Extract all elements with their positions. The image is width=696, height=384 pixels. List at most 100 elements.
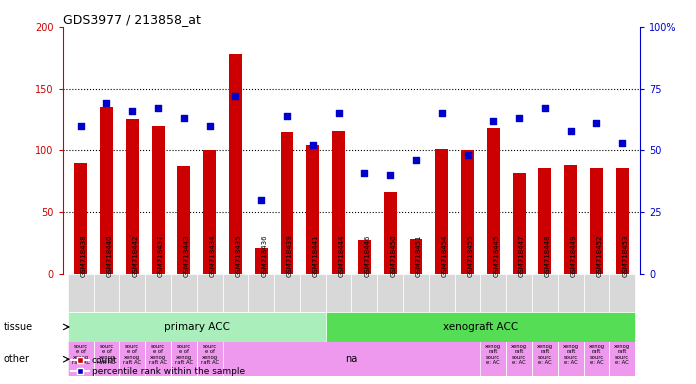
Bar [557, 274, 583, 312]
Point [385, 172, 396, 178]
Point [591, 120, 602, 126]
Text: xenog
raft
sourc
e: AC: xenog raft sourc e: AC [562, 344, 579, 365]
Bar [248, 274, 274, 312]
Bar [564, 165, 577, 274]
Bar [326, 312, 635, 342]
Text: xenograft ACC: xenograft ACC [443, 322, 518, 332]
Bar [68, 312, 326, 342]
Point [307, 142, 318, 149]
Text: GSM718454: GSM718454 [442, 234, 448, 277]
Text: GSM718448: GSM718448 [545, 234, 551, 277]
Text: GSM718442: GSM718442 [132, 234, 139, 277]
Text: xenog
raft
sourc
e: AC: xenog raft sourc e: AC [614, 344, 631, 365]
Point [617, 140, 628, 146]
Text: GSM718437: GSM718437 [158, 234, 164, 277]
Bar [454, 274, 480, 312]
Bar [126, 119, 139, 274]
Text: xenog
raft
sourc
e: AC: xenog raft sourc e: AC [485, 344, 501, 365]
Text: xenog
raft
sourc
e: AC: xenog raft sourc e: AC [537, 344, 553, 365]
Bar [358, 240, 371, 274]
Point [462, 152, 473, 158]
Point [514, 115, 525, 121]
Bar [610, 274, 635, 312]
Text: GSM718438: GSM718438 [81, 234, 87, 277]
Text: sourc
e of
xenog
raft AC: sourc e of xenog raft AC [72, 344, 90, 365]
Text: sourc
e of
xenog
raft AC: sourc e of xenog raft AC [200, 344, 219, 365]
Point [411, 157, 422, 163]
Text: GSM718434: GSM718434 [209, 234, 216, 277]
Bar [429, 274, 454, 312]
Text: GSM718453: GSM718453 [622, 234, 628, 277]
Point [436, 110, 448, 116]
Text: primary ACC: primary ACC [164, 322, 230, 332]
Bar [480, 274, 506, 312]
Bar [197, 274, 223, 312]
Bar [435, 149, 448, 274]
Text: sourc
e of
xenog
raft AC: sourc e of xenog raft AC [149, 344, 167, 365]
Bar [203, 150, 216, 274]
Bar [152, 126, 164, 274]
Text: sourc
e of
xenog
raft AC: sourc e of xenog raft AC [97, 344, 116, 365]
Bar [93, 274, 120, 312]
Point [539, 105, 551, 111]
Text: GSM718450: GSM718450 [390, 234, 396, 277]
Text: GSM718446: GSM718446 [365, 234, 370, 277]
Text: GSM718440: GSM718440 [106, 234, 113, 277]
Bar [461, 150, 474, 274]
Point [204, 122, 215, 129]
Bar [255, 248, 268, 274]
Text: tissue: tissue [3, 322, 33, 332]
Point [101, 100, 112, 106]
Text: other: other [3, 354, 29, 364]
Text: GSM718452: GSM718452 [596, 234, 603, 277]
Text: GSM718447: GSM718447 [519, 234, 525, 277]
Text: GSM718451: GSM718451 [416, 234, 422, 277]
Bar [300, 274, 326, 312]
Text: GSM718443: GSM718443 [184, 234, 190, 277]
Bar [100, 107, 113, 274]
Bar [403, 274, 429, 312]
Point [333, 110, 344, 116]
Text: GSM718439: GSM718439 [287, 234, 293, 277]
Point [255, 197, 267, 203]
Bar [506, 274, 532, 312]
Point [281, 113, 292, 119]
Text: GSM718444: GSM718444 [338, 234, 345, 277]
Point [488, 118, 499, 124]
Bar [583, 274, 610, 312]
Bar [377, 274, 403, 312]
Legend: count, percentile rank within the sample: count, percentile rank within the sample [67, 353, 248, 379]
Text: xenog
raft
sourc
e: AC: xenog raft sourc e: AC [511, 344, 527, 365]
Text: xenog
raft
sourc
e: AC: xenog raft sourc e: AC [588, 344, 605, 365]
Bar [409, 239, 422, 274]
Text: GSM718455: GSM718455 [468, 234, 473, 277]
Text: na: na [345, 354, 358, 364]
Bar [120, 274, 145, 312]
Point [359, 169, 370, 175]
Text: sourc
e of
xenog
raft AC: sourc e of xenog raft AC [123, 344, 141, 365]
Point [230, 93, 241, 99]
Point [127, 108, 138, 114]
Text: sourc
e of
xenog
raft AC: sourc e of xenog raft AC [175, 344, 193, 365]
Text: GSM718435: GSM718435 [235, 234, 242, 277]
Bar [532, 274, 557, 312]
Bar [487, 128, 500, 274]
Bar [145, 274, 171, 312]
Bar [590, 167, 603, 274]
Bar [274, 274, 300, 312]
Text: GSM718441: GSM718441 [313, 234, 319, 277]
Point [152, 105, 164, 111]
Bar [616, 167, 628, 274]
Bar [280, 132, 294, 274]
Point [565, 127, 576, 134]
Bar [332, 131, 345, 274]
Bar [74, 163, 87, 274]
Text: GSM718449: GSM718449 [571, 234, 577, 277]
Bar [383, 192, 397, 274]
Point [75, 122, 86, 129]
Bar [306, 146, 319, 274]
Bar [513, 172, 525, 274]
Bar [326, 274, 351, 312]
Bar [171, 274, 197, 312]
Text: GDS3977 / 213858_at: GDS3977 / 213858_at [63, 13, 200, 26]
